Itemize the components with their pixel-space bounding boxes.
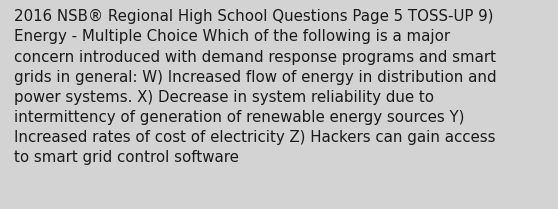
Text: 2016 NSB® Regional High School Questions Page 5 TOSS-UP 9)
Energy - Multiple Cho: 2016 NSB® Regional High School Questions… [14,9,497,165]
